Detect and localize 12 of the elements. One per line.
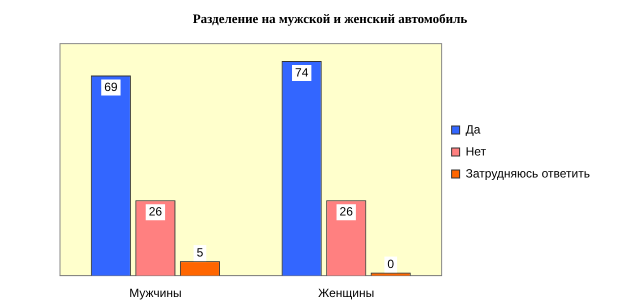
x-tick-label: Мужчины [129, 286, 182, 300]
data-label: 74 [295, 65, 309, 80]
legend-label: Нет [466, 144, 487, 158]
data-label: 5 [196, 245, 204, 260]
legend-label: Затрудняюсь ответить [466, 166, 590, 180]
chart-title: Разделение на мужской и женский автомобиль [192, 11, 468, 26]
data-label: 26 [340, 204, 354, 219]
legend-label: Да [466, 122, 481, 136]
data-label: 26 [148, 204, 162, 219]
data-label: 69 [104, 80, 118, 94]
data-label: 0 [387, 256, 394, 271]
x-tick-label: Женщины [318, 286, 374, 300]
